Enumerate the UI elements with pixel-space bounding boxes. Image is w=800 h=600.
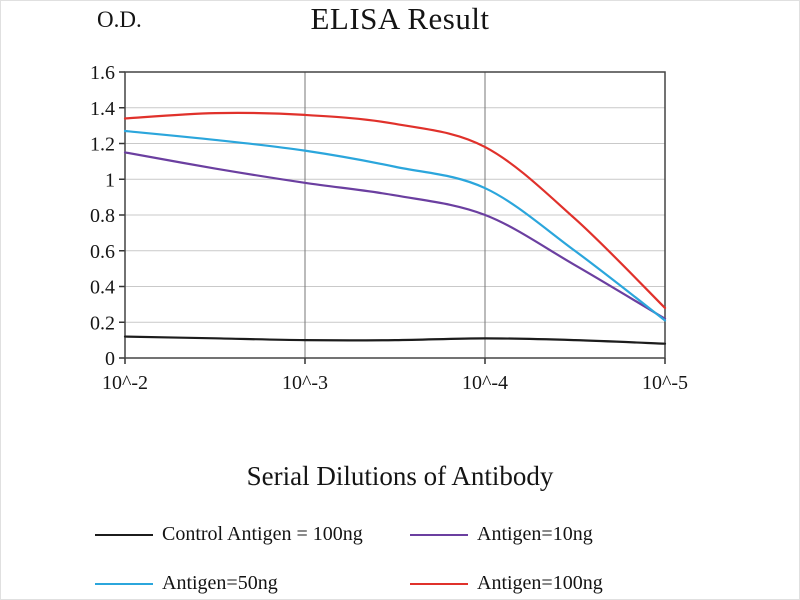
svg-text:0.4: 0.4 <box>90 277 115 299</box>
svg-text:10^-2: 10^-2 <box>102 372 148 394</box>
legend-item-control-antigen: Control Antigen = 100ng <box>95 523 410 546</box>
chart-title: ELISA Result <box>310 1 490 36</box>
elisa-line-chart: 0 0.2 0.4 0.6 0.8 1 1.2 1.4 1.6 10^-2 10^-3 10^-4 10… <box>90 62 688 394</box>
svg-text:1.4: 1.4 <box>90 98 115 120</box>
svg-text:10^-4: 10^-4 <box>462 372 508 394</box>
legend-line-swatch-purple <box>410 533 468 536</box>
legend-label: Antigen=100ng <box>477 572 603 594</box>
svg-text:0.6: 0.6 <box>90 241 115 263</box>
legend-item-antigen-10ng: Antigen=10ng <box>410 523 705 546</box>
legend-item-antigen-50ng: Antigen=50ng <box>95 572 410 595</box>
legend-item-antigen-100ng: Antigen=100ng <box>410 572 705 595</box>
svg-text:1.6: 1.6 <box>90 62 115 84</box>
legend-label: Antigen=50ng <box>162 572 278 594</box>
legend-label: Control Antigen = 100ng <box>162 523 363 545</box>
svg-text:0.2: 0.2 <box>90 312 115 334</box>
svg-text:10^-3: 10^-3 <box>282 372 328 394</box>
legend: Control Antigen = 100ng Antigen=10ng Ant… <box>1 523 799 595</box>
svg-text:1.2: 1.2 <box>90 134 115 156</box>
x-axis-label: Serial Dilutions of Antibody <box>246 461 554 491</box>
legend-line-swatch-red <box>410 582 468 585</box>
svg-text:1: 1 <box>105 169 115 191</box>
legend-label: Antigen=10ng <box>477 523 593 545</box>
svg-text:0.8: 0.8 <box>90 205 115 227</box>
svg-text:10^-5: 10^-5 <box>642 372 688 394</box>
svg-text:0: 0 <box>105 348 115 370</box>
legend-line-swatch-black <box>95 533 153 536</box>
legend-line-swatch-cyan <box>95 582 153 585</box>
y-axis-label: O.D. <box>97 7 142 32</box>
